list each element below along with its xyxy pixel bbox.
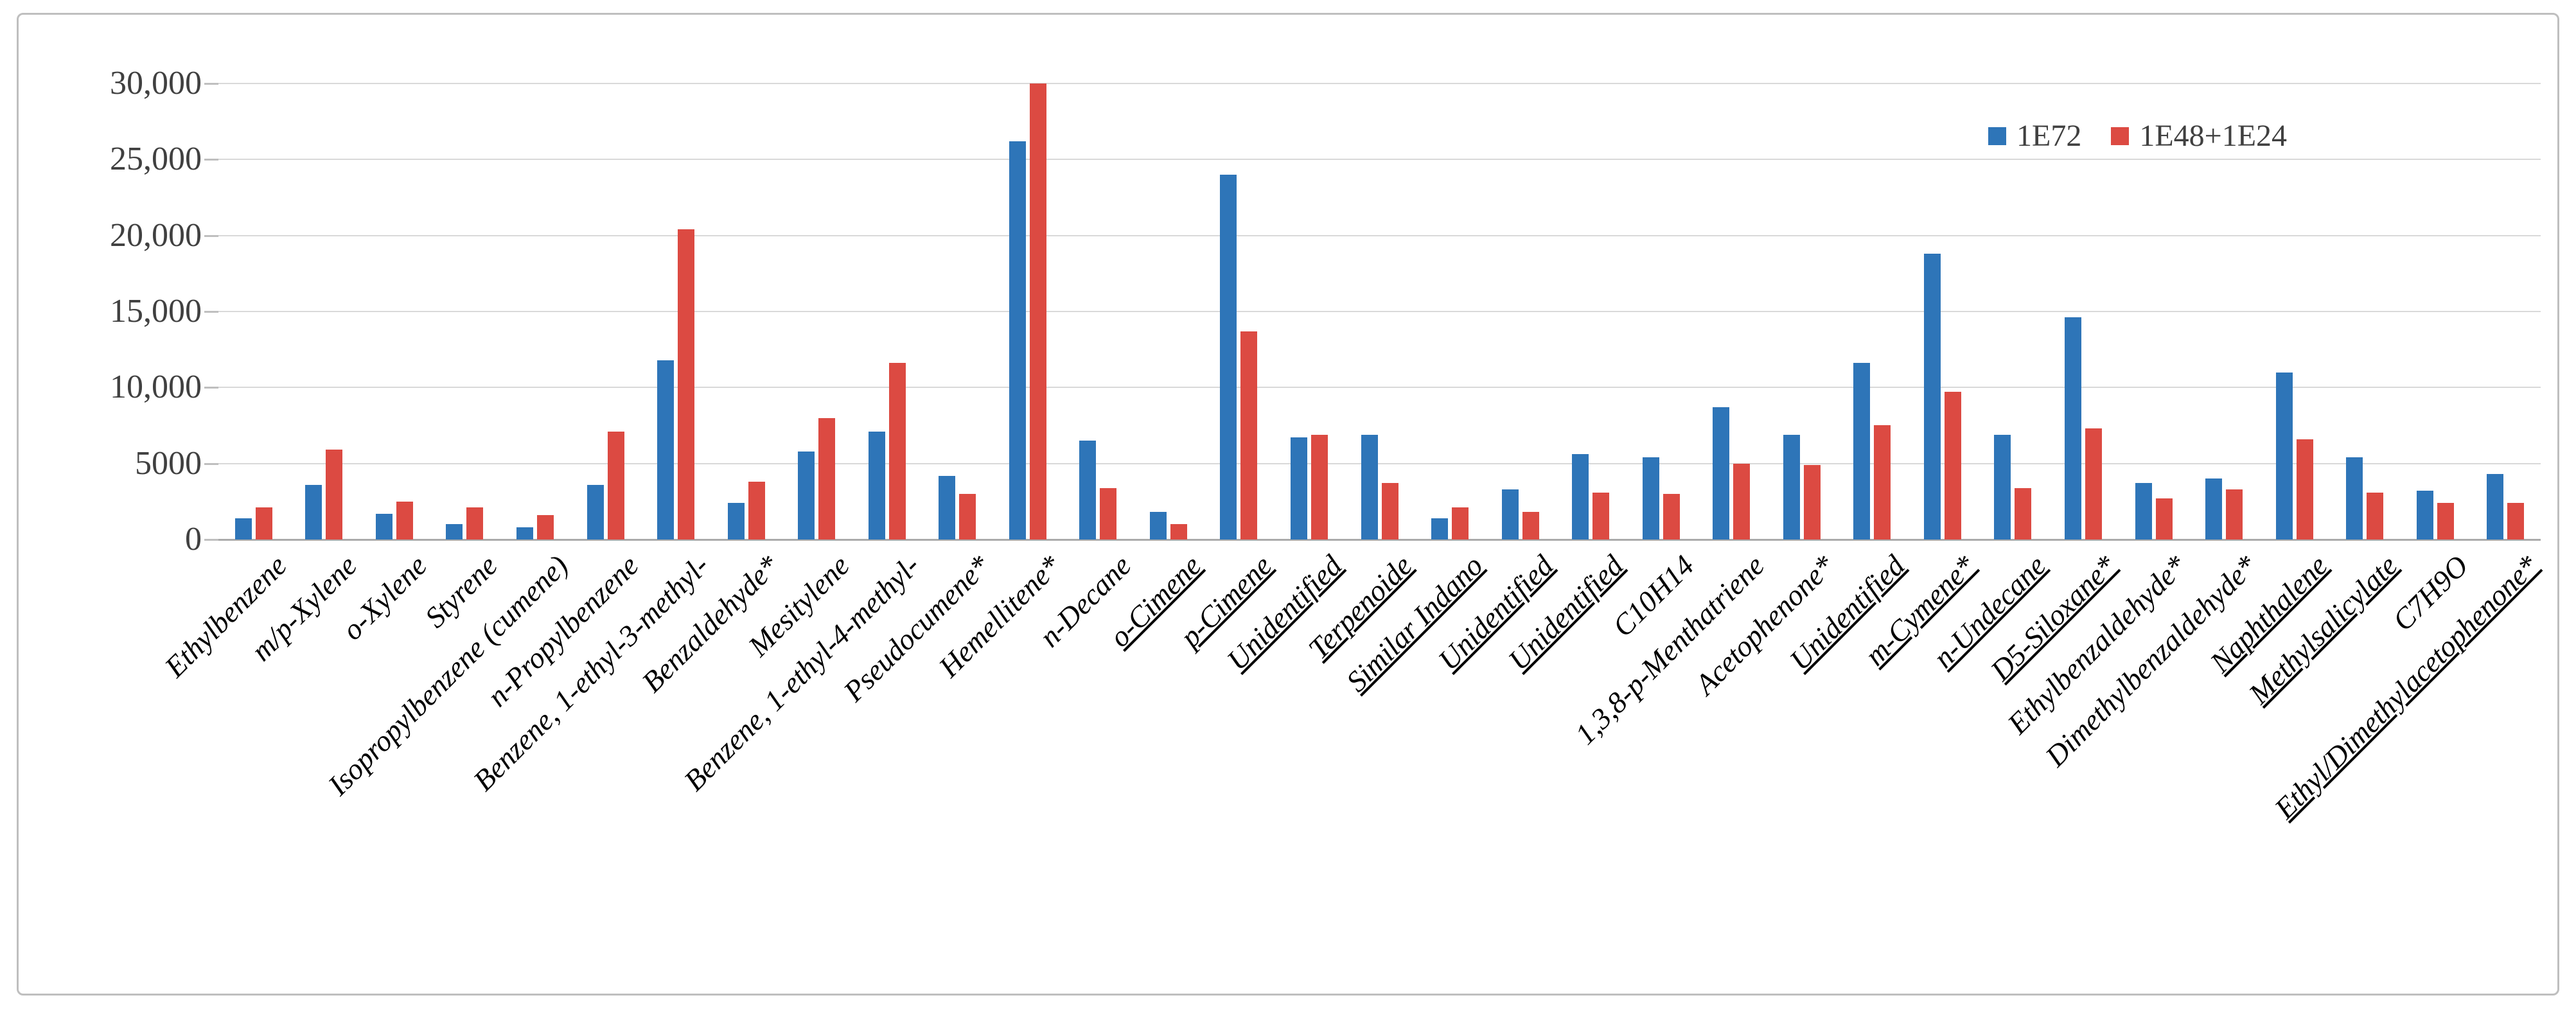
gridline (218, 83, 2541, 84)
bar-1E48+1E24 (889, 363, 906, 540)
bar-1E48+1E24 (2507, 503, 2524, 540)
bar-1E72 (1994, 435, 2011, 540)
bar-1E72 (1924, 254, 1941, 540)
bar-1E48+1E24 (1592, 493, 1609, 540)
y-tick-label: 25,000 (110, 141, 202, 178)
y-tick-mark (204, 234, 218, 237)
y-tick-mark (204, 387, 218, 389)
bar-1E72 (1713, 407, 1729, 540)
bar-1E72 (1150, 512, 1167, 540)
y-tick-label: 5000 (135, 444, 202, 482)
bar-1E72 (2135, 483, 2152, 540)
bar-1E48+1E24 (2367, 493, 2383, 540)
y-tick-label: 0 (185, 521, 202, 557)
bar-1E48+1E24 (678, 229, 694, 540)
y-tick-mark (204, 159, 218, 161)
bar-1E48+1E24 (959, 494, 976, 540)
gridline (218, 462, 2541, 464)
bar-1E72 (587, 485, 604, 540)
bar-1E48+1E24 (2226, 489, 2243, 540)
bar-1E72 (2346, 457, 2363, 540)
bar-1E48+1E24 (2015, 488, 2031, 540)
bar-1E48+1E24 (1663, 494, 1680, 540)
bar-1E72 (1572, 454, 1589, 540)
plot-area (218, 83, 2541, 541)
bar-1E72 (2065, 317, 2081, 540)
bar-1E72 (516, 527, 533, 540)
bar-1E72 (1853, 363, 1870, 540)
bar-1E72 (1009, 141, 1026, 540)
y-tick-label: 15,000 (110, 293, 202, 329)
bar-1E48+1E24 (1240, 331, 1257, 540)
bar-1E72 (1783, 435, 1800, 540)
bar-1E48+1E24 (1311, 435, 1328, 540)
y-tick-mark (204, 83, 218, 85)
y-tick-label: 10,000 (110, 369, 202, 406)
bar-1E72 (1502, 489, 1519, 540)
bar-1E48+1E24 (748, 482, 765, 540)
bar-1E48+1E24 (1804, 465, 1821, 540)
bar-1E72 (305, 485, 322, 540)
y-tick-mark (204, 539, 218, 541)
bar-1E72 (2276, 373, 2293, 540)
bar-1E72 (2205, 478, 2222, 540)
gridline (218, 387, 2541, 389)
bar-1E72 (1079, 441, 1096, 540)
bar-1E72 (657, 360, 674, 540)
y-tick-label: 20,000 (110, 216, 202, 254)
gridline (218, 311, 2541, 312)
gridline (218, 234, 2541, 236)
bar-1E48+1E24 (2297, 439, 2313, 540)
bar-1E72 (798, 452, 815, 540)
bar-1E48+1E24 (1522, 512, 1539, 540)
bar-1E48+1E24 (466, 507, 483, 540)
legend-item: 1E72 (1988, 121, 2081, 152)
legend-swatch-blue (1988, 127, 2006, 145)
bar-1E48+1E24 (396, 502, 413, 540)
bar-1E72 (2417, 491, 2433, 540)
bar-1E48+1E24 (2437, 503, 2454, 540)
legend-swatch-red (2111, 127, 2130, 145)
bar-1E48+1E24 (818, 418, 835, 540)
bar-1E48+1E24 (1945, 392, 1961, 540)
bar-1E48+1E24 (1030, 83, 1046, 540)
bar-1E48+1E24 (326, 450, 342, 540)
gridline (218, 159, 2541, 161)
bar-1E48+1E24 (2156, 498, 2173, 540)
bar-1E72 (1291, 437, 1307, 540)
bar-1E72 (2487, 474, 2503, 540)
bar-1E72 (728, 503, 745, 540)
bar-1E72 (235, 518, 252, 540)
y-tick-label: 30,000 (110, 65, 202, 101)
bar-1E72 (869, 432, 885, 540)
legend-item: 1E48+1E24 (2111, 121, 2287, 152)
bar-1E48+1E24 (1452, 507, 1469, 540)
x-axis-line (218, 539, 2541, 541)
legend-label: 1E72 (2016, 119, 2082, 153)
y-tick-mark (204, 462, 218, 465)
bar-1E48+1E24 (608, 432, 624, 540)
bar-1E48+1E24 (1382, 483, 1398, 540)
bar-1E72 (1643, 457, 1659, 540)
bar-1E72 (1361, 435, 1378, 540)
bar-1E48+1E24 (1733, 464, 1750, 540)
y-tick-mark (204, 311, 218, 313)
bar-1E48+1E24 (1874, 425, 1891, 540)
bar-1E48+1E24 (2085, 428, 2102, 540)
bar-1E72 (376, 514, 393, 540)
bar-1E72 (939, 476, 955, 540)
bar-1E48+1E24 (256, 507, 272, 540)
bar-1E48+1E24 (1100, 488, 1116, 540)
bar-1E72 (1220, 175, 1237, 540)
legend-label: 1E48+1E24 (2139, 119, 2288, 153)
bar-1E72 (446, 524, 463, 540)
bar-1E48+1E24 (537, 515, 554, 540)
bar-1E72 (1431, 518, 1448, 540)
bar-1E48+1E24 (1170, 524, 1187, 540)
legend: 1E72 1E48+1E24 (1988, 121, 2287, 152)
